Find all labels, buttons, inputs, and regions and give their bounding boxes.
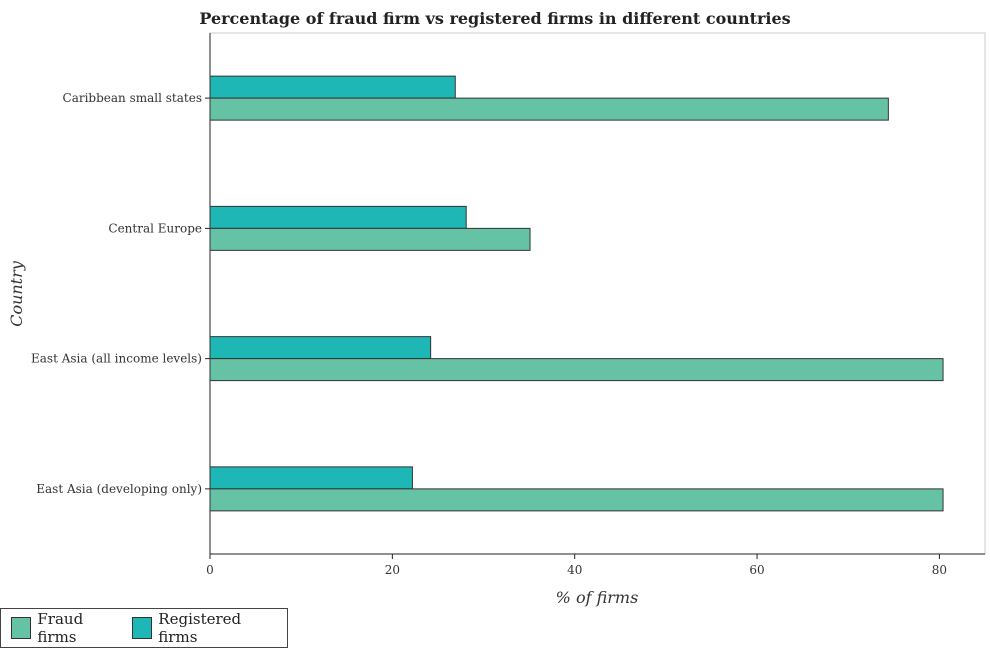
x-tick-label: 40 — [567, 563, 582, 577]
x-tick-label: 20 — [385, 563, 400, 577]
legend-item-fraud-firms: Fraud firms — [11, 610, 120, 646]
y-tick-label: East Asia (developing only) — [36, 482, 202, 496]
bar-fraud-firms — [209, 358, 944, 382]
legend-item-registered-firms: Registered firms — [131, 610, 275, 646]
bar-registered-firms — [209, 336, 432, 360]
legend-swatch-fraud-firms — [11, 617, 32, 639]
plot-area: 0 20 40 60 80 Caribbean small states Central E… — [31, 32, 986, 577]
bar-registered-firms — [209, 75, 456, 99]
bar-fraud-firms — [209, 488, 944, 512]
y-tick-label: Central Europe — [108, 221, 202, 235]
x-tick-label: 60 — [749, 563, 764, 577]
bar-registered-firms — [209, 466, 413, 490]
legend-label-registered-firms: Registered firms — [158, 610, 242, 646]
x-axis-label: % of firms — [556, 588, 639, 607]
legend-label-fraud-firms: Fraud firms — [37, 610, 84, 646]
y-tick-label: East Asia (all income levels) — [31, 352, 202, 366]
bar-registered-firms — [209, 205, 467, 229]
legend: Fraud firms Registered firms — [0, 608, 288, 648]
chart-title: Percentage of fraud firm vs registered f… — [199, 9, 790, 28]
bar-fraud-firms — [209, 97, 889, 121]
bar-fraud-firms — [209, 227, 531, 251]
legend-swatch-registered-firms — [131, 617, 153, 639]
y-axis-label: Country — [7, 260, 26, 327]
y-tick-label: Caribbean small states — [63, 91, 202, 105]
x-tick-label: 0 — [206, 563, 214, 577]
x-tick-label: 80 — [932, 563, 947, 577]
